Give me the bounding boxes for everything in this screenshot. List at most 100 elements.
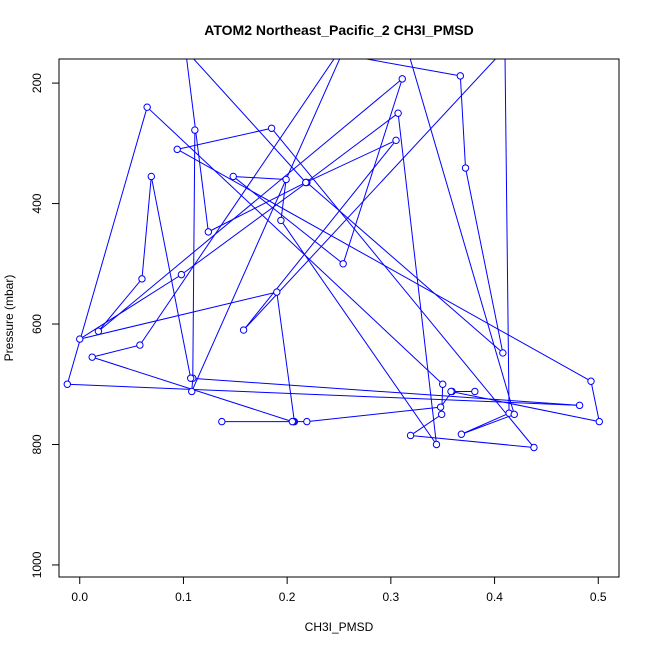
data-point [229, 172, 237, 181]
data-point [187, 374, 195, 382]
series-line-segment [139, 59, 335, 346]
series-line-segment [193, 59, 307, 183]
series-line-segment [409, 59, 515, 415]
data-point [138, 275, 146, 283]
data-point [313, 47, 319, 53]
data-point [63, 380, 71, 388]
series-line-segment [316, 49, 344, 50]
series-line-segment [177, 127, 272, 150]
data-point [343, 38, 349, 44]
series-line-segment [243, 59, 497, 331]
series-line-segment [243, 140, 397, 331]
series-line-segment [141, 176, 152, 279]
data-point [405, 50, 411, 56]
x-tick-label: 0.5 [590, 590, 607, 604]
series-layer [63, 38, 603, 452]
data-point [339, 260, 347, 268]
series-line-segment [67, 383, 580, 406]
data-point [456, 72, 465, 80]
y-tick-label: 400 [30, 193, 44, 213]
data-point [341, 46, 347, 52]
x-axis: 0.0 0.1 0.2 0.3 0.4 0.5 [71, 576, 607, 604]
series-line-segment [410, 413, 442, 436]
data-point [182, 47, 188, 53]
series-line-segment [92, 344, 141, 358]
series-line-segment [98, 278, 143, 332]
y-tick-label: 1000 [30, 551, 44, 578]
data-point [595, 417, 603, 426]
x-tick-label: 0.0 [71, 590, 88, 604]
data-point [392, 136, 400, 145]
series-line-segment [363, 59, 461, 77]
series-line-segment [233, 175, 287, 180]
x-axis-label: CH3I_PMSD [305, 620, 374, 634]
x-tick-label: 0.1 [175, 590, 192, 604]
data-point [461, 164, 470, 172]
series-line-segment [280, 220, 437, 445]
data-point [439, 380, 447, 388]
series-line-segment [305, 139, 397, 183]
series-line-segment [459, 75, 467, 169]
chart-title: ATOM2 Northeast_Pacific_2 CH3I_PMSD [204, 22, 473, 38]
data-point [143, 103, 151, 111]
data-point [173, 145, 181, 154]
y-axis-label: Pressure (mbar) [2, 275, 16, 362]
y-tick-label: 800 [30, 434, 44, 454]
data-point [239, 326, 248, 334]
series-line-segment [186, 59, 209, 232]
data-point [437, 410, 446, 419]
x-tick-label: 0.4 [486, 590, 503, 604]
series-line-segment [150, 176, 192, 379]
series-line-segment [306, 406, 441, 423]
data-point [267, 124, 276, 132]
data-point [499, 349, 507, 357]
data-point [94, 327, 103, 335]
data-point [204, 228, 213, 236]
data-point [302, 178, 310, 187]
data-point [136, 341, 144, 349]
series-line-segment [280, 179, 287, 221]
series-line-segment [461, 413, 515, 435]
series-line-segment [305, 112, 399, 183]
data-point [191, 126, 199, 134]
series-line-segment [208, 182, 307, 233]
data-point [398, 75, 406, 83]
series-line-segment [465, 167, 504, 354]
series-line-segment [504, 59, 510, 414]
series-line-segment [450, 390, 600, 423]
data-point [147, 172, 155, 181]
data-point [303, 417, 311, 426]
data-point [587, 377, 595, 385]
data-point [406, 431, 415, 440]
series-line-segment [192, 130, 196, 379]
data-point [188, 387, 196, 396]
x-tick-label: 0.2 [279, 590, 296, 604]
series-line-segment [98, 78, 403, 332]
data-point [510, 410, 518, 419]
data-point [277, 216, 285, 225]
y-tick-label: 600 [30, 314, 44, 334]
series-line-segment [276, 292, 295, 422]
data-point [218, 417, 226, 426]
series-line-segment [181, 182, 308, 276]
data-point [282, 175, 290, 184]
x-tick-label: 0.3 [383, 590, 400, 604]
data-point [273, 288, 281, 296]
data-point [88, 353, 96, 361]
data-point [432, 440, 441, 449]
series-line-segment [146, 106, 444, 385]
series-line-segment [271, 127, 535, 448]
series-line-segment [346, 41, 408, 53]
data-point [177, 270, 186, 279]
series-line-segment [397, 113, 437, 445]
y-axis: 200 400 600 800 1000 [30, 73, 60, 578]
series-line-segment [342, 78, 403, 264]
data-point [288, 417, 297, 426]
data-point [530, 443, 538, 452]
plot-frame [58, 58, 620, 578]
data-point [575, 401, 584, 410]
data-point [436, 403, 445, 411]
data-point [394, 109, 402, 117]
data-point [471, 387, 479, 396]
